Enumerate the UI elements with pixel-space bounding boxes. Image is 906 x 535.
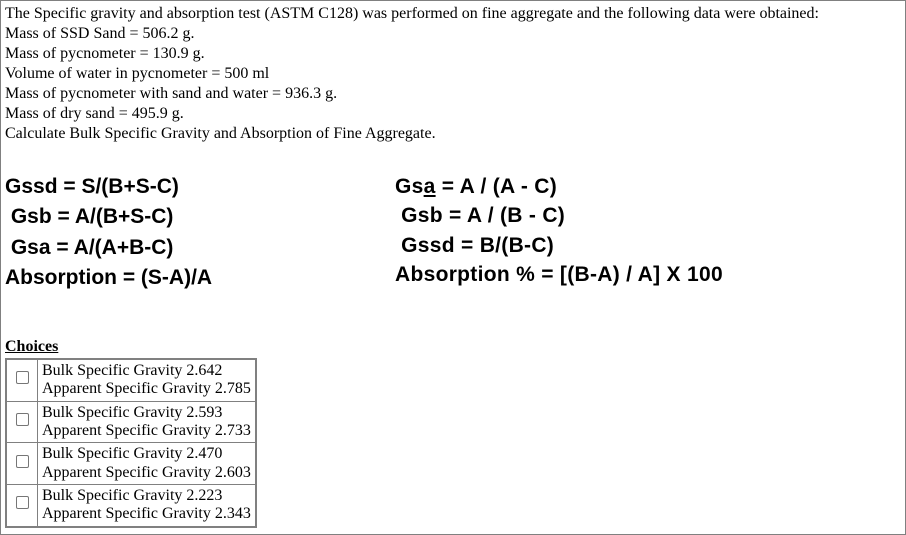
page-root: The Specific gravity and absorption test… xyxy=(0,0,906,535)
problem-line: Volume of water in pycnometer = 500 ml xyxy=(5,64,901,84)
formula-gsa-left: Gsa = A/(A+B-C) xyxy=(5,233,385,263)
problem-line: Calculate Bulk Specific Gravity and Abso… xyxy=(5,124,901,144)
choice-checkbox[interactable] xyxy=(16,413,29,426)
choice-checkbox-cell xyxy=(6,443,38,485)
formula-row: Gssd = S/(B+S-C) Gsb = A/(B+S-C) Gsa = A… xyxy=(1,144,905,294)
choice-line1: Bulk Specific Gravity 2.593 xyxy=(42,404,251,422)
choice-checkbox[interactable] xyxy=(16,371,29,384)
choice-row: Bulk Specific Gravity 2.223 Apparent Spe… xyxy=(6,485,256,527)
formula-absorption-right: Absorption % = [(B-A) / A] X 100 xyxy=(395,260,875,289)
problem-line: Mass of pycnometer = 130.9 g. xyxy=(5,44,901,64)
formula-gsa-underline: a xyxy=(424,175,436,198)
choice-checkbox-cell xyxy=(6,485,38,527)
choices-header: Choices xyxy=(1,294,905,358)
choice-row: Bulk Specific Gravity 2.470 Apparent Spe… xyxy=(6,443,256,485)
choice-text-cell: Bulk Specific Gravity 2.223 Apparent Spe… xyxy=(38,485,256,527)
problem-statement: The Specific gravity and absorption test… xyxy=(1,1,905,144)
choice-line2: Apparent Specific Gravity 2.343 xyxy=(42,505,251,523)
choice-checkbox-cell xyxy=(6,401,38,443)
formula-gsa-right: Gsa = A / (A - C) xyxy=(395,172,875,201)
problem-line: Mass of pycnometer with sand and water =… xyxy=(5,84,901,104)
choice-line2: Apparent Specific Gravity 2.785 xyxy=(42,380,251,398)
formula-column-right: Gsa = A / (A - C) Gsb = A / (B - C) Gssd… xyxy=(385,172,875,294)
formula-gssd-left: Gssd = S/(B+S-C) xyxy=(5,172,385,202)
choice-text-cell: Bulk Specific Gravity 2.642 Apparent Spe… xyxy=(38,359,256,401)
formula-gsb-left: Gsb = A/(B+S-C) xyxy=(5,202,385,232)
formula-absorption-left: Absorption = (S-A)/A xyxy=(5,263,385,293)
formula-column-left: Gssd = S/(B+S-C) Gsb = A/(B+S-C) Gsa = A… xyxy=(5,172,385,294)
choice-line2: Apparent Specific Gravity 2.603 xyxy=(42,464,251,482)
choice-text-cell: Bulk Specific Gravity 2.470 Apparent Spe… xyxy=(38,443,256,485)
choice-row: Bulk Specific Gravity 2.593 Apparent Spe… xyxy=(6,401,256,443)
choice-line1: Bulk Specific Gravity 2.642 xyxy=(42,362,251,380)
choice-checkbox[interactable] xyxy=(16,496,29,509)
formula-gsb-right: Gsb = A / (B - C) xyxy=(395,201,875,230)
choice-checkbox[interactable] xyxy=(16,455,29,468)
choices-table: Bulk Specific Gravity 2.642 Apparent Spe… xyxy=(5,358,257,528)
problem-line: Mass of SSD Sand = 506.2 g. xyxy=(5,24,901,44)
formula-gssd-right: Gssd = B/(B-C) xyxy=(395,231,875,260)
choice-line1: Bulk Specific Gravity 2.223 xyxy=(42,487,251,505)
choice-text-cell: Bulk Specific Gravity 2.593 Apparent Spe… xyxy=(38,401,256,443)
problem-line: Mass of dry sand = 495.9 g. xyxy=(5,104,901,124)
choice-line2: Apparent Specific Gravity 2.733 xyxy=(42,422,251,440)
problem-line: The Specific gravity and absorption test… xyxy=(5,4,901,24)
choice-row: Bulk Specific Gravity 2.642 Apparent Spe… xyxy=(6,359,256,401)
choice-checkbox-cell xyxy=(6,359,38,401)
choice-line1: Bulk Specific Gravity 2.470 xyxy=(42,445,251,463)
formula-gsa-pre: Gs xyxy=(395,175,424,198)
formula-gsa-post: = A / (A - C) xyxy=(436,175,557,198)
